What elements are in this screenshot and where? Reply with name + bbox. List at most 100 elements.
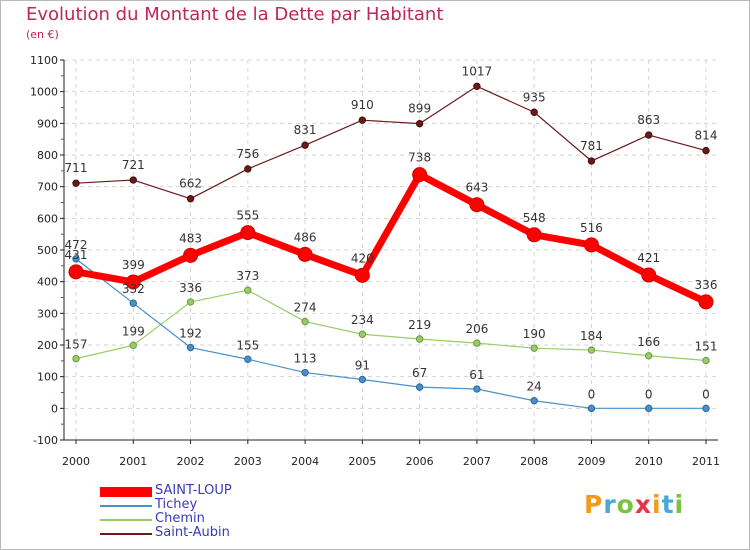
data-point: [129, 341, 137, 350]
data-label: 738: [408, 151, 431, 165]
data-label: 472: [65, 238, 88, 252]
data-label: 711: [65, 161, 88, 175]
x-tick-label: 2000: [62, 455, 90, 468]
data-label: 420: [351, 251, 374, 265]
data-label: 486: [294, 230, 317, 244]
legend-label: Chemin: [155, 511, 205, 526]
data-label: 184: [580, 329, 603, 343]
data-label: 190: [523, 327, 546, 341]
data-point: [702, 356, 710, 365]
data-label: 831: [294, 123, 317, 137]
data-point: [702, 404, 710, 413]
data-label: 192: [179, 327, 202, 341]
series-line-3: [75, 85, 707, 200]
data-point: [301, 141, 309, 149]
y-tick-label: 800: [37, 149, 58, 162]
data-label: 24: [527, 380, 542, 394]
y-tick-label: 1100: [30, 54, 58, 67]
data-label: 555: [236, 209, 259, 223]
x-tick-label: 2005: [348, 455, 376, 468]
data-point: [645, 352, 653, 360]
data-point: [358, 330, 367, 338]
data-point: [244, 286, 252, 294]
x-tick-label: 2008: [520, 455, 548, 468]
data-point: [641, 267, 657, 283]
data-point: [183, 247, 199, 263]
data-point: [297, 246, 313, 262]
data-label: 0: [588, 387, 596, 401]
data-point: [583, 237, 599, 253]
data-label: 662: [179, 177, 202, 191]
legend-item: SAINT-LOUP: [100, 483, 320, 499]
y-tick-label: 600: [37, 212, 58, 225]
data-label: 643: [465, 181, 488, 195]
data-point: [473, 339, 481, 347]
data-point: [358, 116, 367, 124]
y-tick-label: 400: [37, 276, 58, 289]
logo-letter: o: [616, 490, 635, 519]
data-label: 332: [122, 282, 145, 296]
legend-label: Tichey: [155, 497, 198, 512]
data-point: [473, 82, 481, 90]
legend-item: Saint-Aubin: [100, 525, 320, 541]
data-point: [129, 176, 137, 184]
y-tick-label: 1000: [30, 86, 58, 99]
data-label: 935: [523, 90, 546, 104]
data-label: 899: [408, 102, 431, 116]
data-label: 399: [122, 258, 145, 272]
data-point: [415, 119, 424, 128]
data-point: [645, 131, 653, 139]
series-line-0: [72, 171, 710, 306]
data-label: 336: [179, 281, 202, 295]
logo-letter: r: [603, 490, 617, 519]
data-label: 516: [580, 221, 603, 235]
x-tick-label: 2009: [577, 455, 605, 468]
data-label: 0: [645, 387, 653, 401]
data-point: [530, 344, 538, 352]
data-label: 157: [65, 338, 88, 352]
data-point: [415, 383, 424, 391]
y-tick-label: 200: [37, 339, 58, 352]
legend-label: Saint-Aubin: [155, 525, 230, 540]
data-label: 274: [294, 301, 317, 315]
data-label: 721: [122, 158, 145, 172]
data-point: [587, 404, 596, 413]
x-tick-label: 2011: [692, 455, 720, 468]
y-tick-label: 0: [51, 402, 58, 415]
data-label: 548: [523, 211, 546, 225]
y-tick-label: 900: [37, 117, 58, 130]
data-label: 67: [412, 366, 427, 380]
data-label: 756: [236, 147, 259, 161]
data-label: 219: [408, 318, 431, 332]
x-tick-label: 2001: [119, 455, 147, 468]
data-point: [301, 368, 309, 377]
y-tick-label: 500: [37, 244, 58, 257]
data-point: [186, 298, 195, 306]
data-point: [186, 195, 195, 203]
data-label: 155: [236, 338, 259, 352]
data-point: [72, 255, 80, 263]
data-label: 781: [580, 139, 603, 153]
data-point: [530, 108, 538, 116]
legend-swatch: [100, 487, 152, 497]
data-point: [412, 167, 428, 183]
chart-subtitle: (en €): [26, 28, 59, 41]
data-label: 373: [236, 269, 259, 283]
data-label: 0: [702, 387, 710, 401]
logo-letter: i: [674, 490, 685, 519]
data-label: 483: [179, 231, 202, 245]
x-tick-label: 2006: [406, 455, 434, 468]
legend-swatch: [100, 519, 152, 521]
data-point: [186, 343, 195, 352]
chart-title: Evolution du Montant de la Dette par Hab…: [26, 4, 444, 25]
data-point: [469, 197, 485, 213]
data-point: [587, 157, 596, 165]
data-label: 166: [637, 335, 660, 349]
data-label: 113: [294, 352, 317, 366]
data-point: [68, 264, 84, 280]
logo-letter: t: [661, 490, 675, 519]
data-point: [129, 299, 137, 307]
series-line-1: [75, 258, 707, 409]
data-point: [358, 375, 367, 384]
